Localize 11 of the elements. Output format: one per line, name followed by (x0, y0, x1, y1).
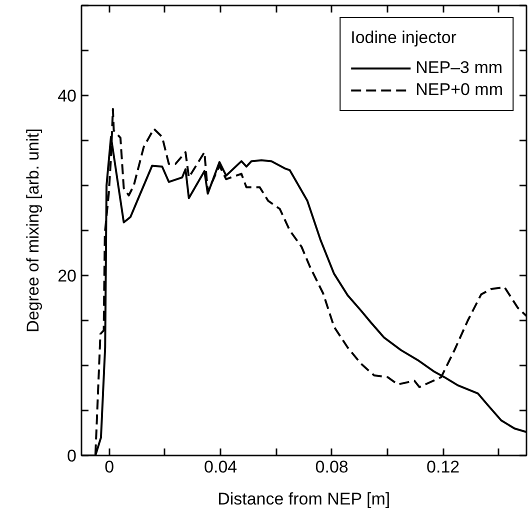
x-axis-title: Distance from NEP [m] (218, 490, 390, 508)
x-tick-label: 0.12 (426, 458, 460, 476)
legend-label: NEP+0 mm (416, 80, 503, 100)
x-tick-label: 0.08 (315, 458, 348, 476)
x-tick-label: 0.04 (204, 458, 238, 476)
y-axis-title: Degree of mixing [arb. unit] (24, 128, 43, 333)
legend-title: Iodine injector (350, 28, 458, 48)
y-tick-label: 40 (58, 86, 77, 106)
legend-label: NEP–3 mm (416, 58, 503, 78)
x-tick-label: 0 (104, 458, 114, 476)
y-tick-label: 20 (58, 266, 77, 286)
